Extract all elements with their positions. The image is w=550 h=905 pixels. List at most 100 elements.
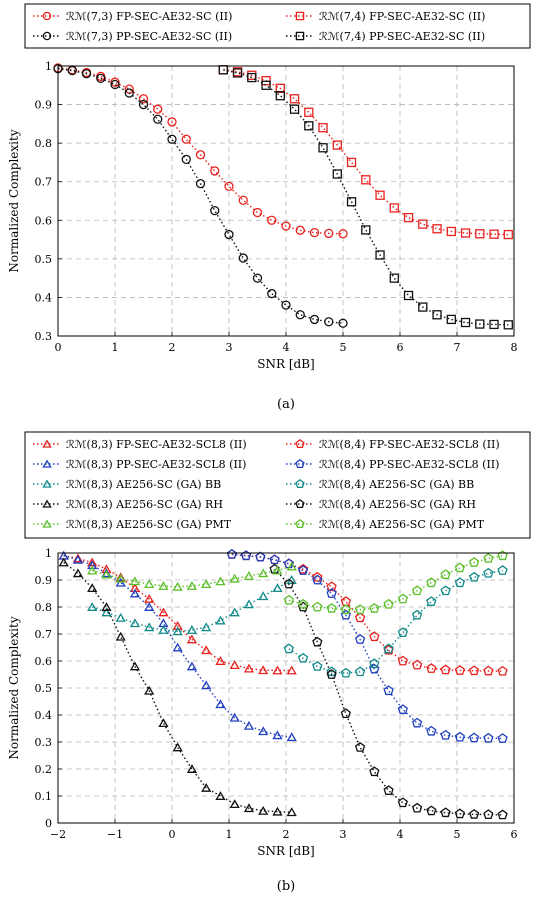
data-point xyxy=(243,663,255,673)
legend-entry: ℛℳ(7,4) FP-SEC-AE32-SC (II) xyxy=(319,10,485,23)
y-tick-label: 0.8 xyxy=(35,601,53,614)
data-point xyxy=(446,226,456,237)
data-point xyxy=(243,720,255,730)
data-point xyxy=(354,612,366,623)
series-line xyxy=(223,69,509,326)
data-point xyxy=(369,663,380,674)
data-point xyxy=(369,602,380,613)
series-line xyxy=(57,67,344,235)
data-point xyxy=(158,607,169,617)
data-point xyxy=(272,730,283,740)
legend-marker xyxy=(42,31,52,41)
series-line xyxy=(57,68,344,324)
data-point xyxy=(58,557,69,567)
data-point xyxy=(201,622,212,632)
legend-marker xyxy=(42,479,52,488)
data-point xyxy=(369,658,380,669)
x-tick-label: 3 xyxy=(226,341,233,354)
y-axis-label: Normalized Complexity xyxy=(7,129,21,272)
legend-marker xyxy=(42,499,52,508)
data-point xyxy=(129,661,141,671)
legend-marker xyxy=(295,459,305,469)
data-point xyxy=(312,571,323,582)
data-point xyxy=(432,224,442,234)
y-axis-label: Normalized Complexity xyxy=(7,616,21,759)
data-point xyxy=(489,229,499,239)
data-point xyxy=(144,579,155,588)
data-point xyxy=(215,699,226,709)
data-point xyxy=(115,612,126,622)
data-point xyxy=(340,708,351,719)
legend-entry: ℛℳ(7,3) PP-SEC-AE32-SC (II) xyxy=(66,30,232,43)
x-tick-label: 4 xyxy=(397,828,404,841)
legend-marker xyxy=(295,31,305,41)
data-point xyxy=(286,665,297,675)
data-point xyxy=(72,553,84,563)
data-point xyxy=(383,643,394,654)
data-point xyxy=(269,554,280,565)
data-point xyxy=(324,317,334,327)
data-point xyxy=(224,181,234,191)
chart-a: ℛℳ(7,3) FP-SEC-AE32-SC (II) ℛℳ(7,4) FP-SE… xyxy=(7,3,531,412)
data-point xyxy=(153,114,163,124)
data-point xyxy=(297,565,309,575)
data-point xyxy=(272,806,283,816)
data-point xyxy=(454,808,465,819)
data-point xyxy=(258,591,269,601)
data-point xyxy=(129,583,141,593)
data-point xyxy=(440,664,451,675)
data-point xyxy=(454,562,465,573)
data-point xyxy=(411,802,423,813)
plot-frame xyxy=(57,552,515,824)
data-point xyxy=(312,636,323,647)
data-point xyxy=(81,69,92,79)
data-point xyxy=(172,742,183,752)
data-point xyxy=(397,627,408,638)
data-point xyxy=(275,91,285,101)
data-point xyxy=(475,229,485,239)
data-point xyxy=(304,107,314,117)
data-point xyxy=(101,568,112,578)
data-point xyxy=(275,83,285,94)
y-tick-label: 0.4 xyxy=(35,291,53,304)
data-point xyxy=(255,551,266,562)
data-point xyxy=(318,143,328,153)
data-point xyxy=(283,643,294,654)
x-tick-label: 2 xyxy=(169,341,176,354)
data-point xyxy=(232,68,243,78)
x-tick-label: 0 xyxy=(55,341,62,354)
data-point xyxy=(375,250,385,260)
data-point xyxy=(258,568,269,578)
data-point xyxy=(186,581,198,590)
legend-entry: ℛℳ(8,4) FP-SEC-AE32-SCL8 (II) xyxy=(319,438,500,451)
data-point xyxy=(67,65,77,76)
legend-marker xyxy=(295,11,305,21)
series-line xyxy=(288,555,503,611)
series-line xyxy=(63,555,292,738)
x-tick-label: 4 xyxy=(283,341,290,354)
data-point xyxy=(101,602,112,611)
data-point xyxy=(172,620,183,630)
data-point xyxy=(129,618,141,628)
data-point xyxy=(252,207,263,218)
data-point xyxy=(129,576,141,586)
data-point xyxy=(286,732,297,742)
data-point xyxy=(210,205,220,216)
data-point xyxy=(318,123,328,133)
data-point xyxy=(229,607,240,617)
legend-entry: ℛℳ(7,4) PP-SEC-AE32-SC (II) xyxy=(319,30,485,43)
series-line xyxy=(231,553,503,672)
data-point xyxy=(101,607,112,617)
legend-entry: ℛℳ(8,3) AE256-SC (GA) PMT xyxy=(66,518,232,531)
data-point xyxy=(172,581,183,591)
x-axis-label: SNR [dB] xyxy=(257,357,314,371)
data-point xyxy=(243,571,255,580)
data-point xyxy=(247,72,257,83)
data-point xyxy=(218,65,228,75)
subfigure-label: (b) xyxy=(277,879,295,894)
y-tick-label: 0.9 xyxy=(35,99,53,112)
data-point xyxy=(411,585,423,596)
y-tick-label: 0.7 xyxy=(35,176,53,189)
data-point xyxy=(397,655,408,666)
data-point xyxy=(238,195,248,205)
